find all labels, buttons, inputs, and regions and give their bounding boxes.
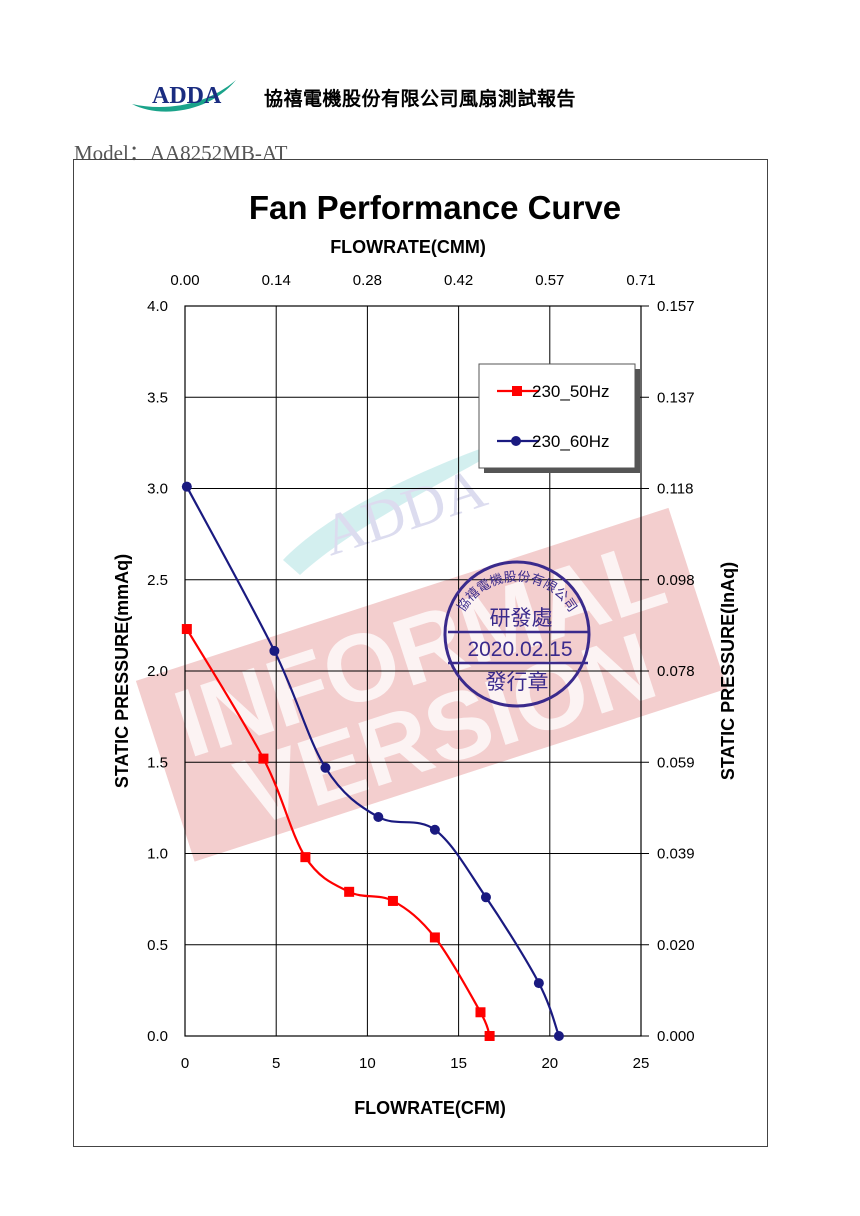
x-tick-label: 20 [541, 1055, 558, 1072]
y-tick-label: 2.5 [147, 572, 168, 589]
x-top-tick-label: 0.57 [535, 272, 564, 289]
y-right-tick-label: 0.157 [657, 298, 695, 315]
y-tick-label: 2.0 [147, 663, 168, 680]
x-top-tick-label: 0.71 [626, 272, 655, 289]
data-point-230_60Hz [269, 645, 280, 656]
legend: 230_50Hz 230_60Hz [478, 363, 640, 473]
x-tick-label: 0 [181, 1055, 189, 1072]
axis-ticks: 0 5 10 15 20 25 0.00 0.14 0.28 0.42 0.57 0.71 0.0 0.5… [147, 272, 694, 1072]
y-tick-label: 0.0 [147, 1028, 168, 1045]
stamp-date: 2020.02.15 [467, 638, 572, 661]
stamp-outer-ring [443, 560, 591, 708]
y-right-tick-label: 0.137 [657, 389, 695, 406]
legend-box [478, 363, 636, 469]
y-right-tick-label: 0.118 [657, 481, 693, 498]
model-label: Model： [74, 141, 150, 165]
legend-items: 230_50Hz 230_60Hz [497, 382, 610, 451]
legend-marker-230_50Hz [512, 386, 522, 396]
watermark: ADDA INFORMAL VERSION [135, 432, 728, 862]
chart-title: Fan Performance Curve [249, 189, 621, 226]
data-point-230_50Hz [258, 753, 269, 764]
data-point-230_60Hz [553, 1031, 564, 1041]
x-tick-label: 10 [359, 1055, 376, 1072]
x-tick-label: 5 [272, 1055, 280, 1072]
data-point-230_60Hz [181, 481, 192, 492]
watermark-logo-text: ADDA [314, 455, 494, 569]
y-tick-label: 3.5 [147, 389, 168, 406]
data-point-230_50Hz [429, 932, 440, 943]
y-tick-label: 1.5 [147, 754, 168, 771]
data-point-230_50Hz [475, 1007, 486, 1018]
model-line: Model：AA8252MB-AT [74, 137, 288, 167]
x-tick-label: 15 [450, 1055, 467, 1072]
stamp-bottom-text: 發行章 [486, 670, 549, 694]
report-header: ADDA 協禧電機股份有限公司風扇測試報告 Model：AA8252MB-AT [0, 0, 860, 170]
chart-frame [73, 159, 768, 1147]
x-top-tick-label: 0.42 [444, 272, 473, 289]
y-right-tick-label: 0.000 [657, 1028, 695, 1045]
data-point-230_60Hz [320, 762, 331, 773]
data-point-230_50Hz [484, 1031, 495, 1041]
y-tick-label: 1.0 [147, 846, 168, 863]
y-tick-label: 4.0 [147, 298, 168, 315]
logo-text: ADDA [152, 83, 222, 109]
y-right-tick-label: 0.039 [657, 846, 695, 863]
x-tick-label: 25 [633, 1055, 650, 1072]
y-axis-label: STATIC PRESSURE(mmAq) [112, 554, 132, 788]
stamp-dept: 研發處 [490, 606, 553, 630]
y-right-tick-label: 0.059 [657, 754, 695, 771]
data-point-230_50Hz [387, 895, 398, 906]
y-right-tick-label: 0.098 [657, 572, 695, 589]
company-title: 協禧電機股份有限公司風扇測試報告 [264, 88, 577, 110]
data-point-230_50Hz [181, 624, 192, 635]
x-axis-label: FLOWRATE(CFM) [354, 1098, 506, 1118]
data-point-230_60Hz [373, 812, 384, 822]
data-point-230_50Hz [300, 852, 311, 863]
series-line-230_50Hz [185, 628, 491, 1037]
y-tick-label: 0.5 [147, 937, 168, 954]
legend-label-230_60Hz: 230_60Hz [532, 432, 610, 451]
data-point-230_60Hz [429, 824, 440, 835]
series-line-230_60Hz [185, 486, 560, 1037]
legend-label-230_50Hz: 230_50Hz [532, 382, 610, 401]
data-point-230_50Hz [344, 886, 355, 897]
y-tick-label: 3.0 [147, 481, 168, 498]
logo-swoosh [132, 80, 236, 112]
x-top-tick-label: 0.00 [170, 272, 199, 289]
x-top-tick-label: 0.14 [262, 272, 291, 289]
watermark-swoosh [283, 432, 530, 575]
y-right-tick-label: 0.078 [657, 663, 695, 680]
y-right-tick-label: 0.020 [657, 937, 695, 954]
model-value: AA8252MB-AT [149, 141, 288, 165]
x-top-tick-label: 0.28 [353, 272, 382, 289]
data-point-230_60Hz [533, 978, 544, 989]
series-layer [181, 481, 564, 1041]
legend-marker-230_60Hz [511, 436, 521, 446]
adda-logo: ADDA [132, 80, 236, 112]
top-axis-label: FLOWRATE(CMM) [330, 237, 486, 257]
data-point-230_60Hz [480, 892, 491, 903]
y-right-axis-label: STATIC PRESSURE(InAq) [718, 562, 738, 780]
